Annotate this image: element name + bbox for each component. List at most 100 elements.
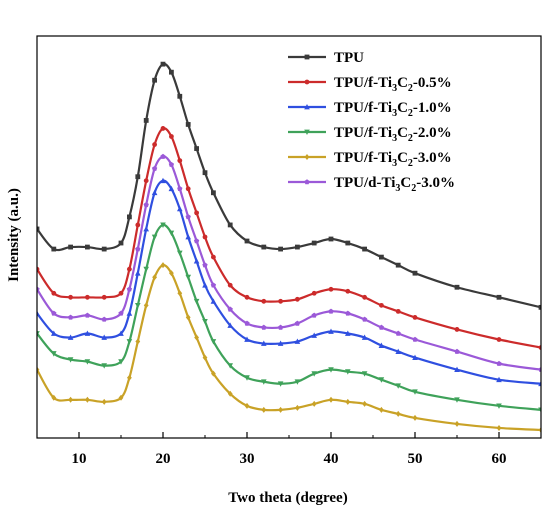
data-point-tpu-f-ti3c2-3-0 [345,399,350,405]
data-point-tpu [177,94,182,99]
data-point-tpu-d-ti3c2-3-0 [68,315,73,320]
data-point-tpu-f-ti3c2-3-0 [379,407,384,413]
x-tick-label: 30 [240,451,255,467]
plot-area [34,62,544,433]
legend-entry-tpu-f-ti3c2-0-5: TPU/f-Ti3​C2​-0.5% [288,75,452,94]
data-point-tpu-f-ti3c2-3-0 [245,403,250,409]
x-tick-label: 10 [72,451,87,467]
data-point-tpu-d-ti3c2-3-0 [312,313,317,318]
data-point-tpu-f-ti3c2-0-5 [203,235,208,240]
data-point-tpu-f-ti3c2-1-0 [127,310,133,315]
legend-entry-tpu-f-ti3c2-2-0: TPU/f-Ti3​C2​-2.0% [288,125,452,144]
data-point-tpu-f-ti3c2-0-5 [119,291,124,296]
data-point-tpu-f-ti3c2-3-0 [312,401,317,407]
data-point-tpu [51,247,56,252]
legend-label-tpu-d-ti3c2-3-0: TPU/d-Ti3​C2​-3.0% [334,175,455,194]
data-point-tpu-f-ti3c2-3-0 [396,411,401,417]
data-point-tpu [85,245,90,250]
x-axis-label: Two theta (degree) [228,490,347,506]
data-point-tpu [135,174,140,179]
data-point-tpu-f-ti3c2-3-0 [85,397,90,403]
data-point-tpu [345,241,350,246]
data-point-tpu-f-ti3c2-0-5 [497,337,502,342]
data-point-tpu [379,255,384,260]
legend-entry-tpu-f-ti3c2-3-0: TPU/f-Ti3​C2​-3.0% [288,150,452,169]
data-point-tpu [278,247,283,252]
data-point-tpu-d-ti3c2-3-0 [261,325,266,330]
data-point-tpu-f-ti3c2-0-5 [362,295,367,300]
data-point-tpu-f-ti3c2-3-0 [362,401,367,407]
data-point-tpu-f-ti3c2-0-5 [127,267,132,272]
data-point-tpu-f-ti3c2-0-5 [51,291,56,296]
data-point-tpu-f-ti3c2-0-5 [85,295,90,300]
data-point-tpu-f-ti3c2-1-0 [143,226,149,231]
data-point-tpu-d-ti3c2-3-0 [362,317,367,322]
legend-label-tpu-f-ti3c2-2-0: TPU/f-Ti3​C2​-2.0% [334,125,452,144]
legend-label-tpu: TPU [334,50,364,66]
data-point-tpu-f-ti3c2-1-0 [135,270,141,275]
data-point-tpu-d-ti3c2-3-0 [278,325,283,330]
legend-label-tpu-f-ti3c2-1-0: TPU/f-Ti3​C2​-1.0% [334,100,452,119]
data-point-tpu-d-ti3c2-3-0 [102,317,107,322]
legend-label-tpu-f-ti3c2-3-0: TPU/f-Ti3​C2​-3.0% [334,150,452,169]
data-point-tpu-f-ti3c2-0-5 [211,255,216,260]
data-point-tpu-f-ti3c2-2-0 [143,267,149,272]
data-point-tpu [455,285,460,290]
data-point-tpu [169,70,174,75]
data-point-tpu-f-ti3c2-0-5 [135,223,140,228]
data-point-tpu-f-ti3c2-1-0 [194,258,200,263]
data-point-tpu [102,247,107,252]
data-point-tpu [413,271,418,276]
plot-frame [37,36,541,438]
data-point-tpu [68,245,73,250]
data-point-tpu-f-ti3c2-0-5 [329,287,334,292]
data-point-tpu-d-ti3c2-3-0 [379,325,384,330]
data-point-tpu-d-ti3c2-3-0 [177,186,182,191]
axes: 10 20 30 40 50 60 [37,36,541,467]
data-point-tpu [127,215,132,220]
data-point-tpu-f-ti3c2-0-5 [68,295,73,300]
data-point-tpu [144,118,149,123]
data-point-tpu-f-ti3c2-0-5 [186,186,191,191]
data-point-tpu-f-ti3c2-3-0 [278,407,283,413]
data-point-tpu [329,237,334,242]
data-point-tpu-f-ti3c2-3-0 [68,397,73,403]
data-point-tpu-f-ti3c2-0-5 [169,134,174,139]
data-point-tpu-f-ti3c2-2-0 [127,339,133,344]
data-point-tpu-f-ti3c2-0-5 [295,297,300,302]
data-point-tpu-f-ti3c2-2-0 [185,275,191,280]
data-point-tpu-f-ti3c2-0-5 [144,178,149,183]
series-tpu [35,62,544,310]
data-point-tpu [261,245,266,250]
y-axis-label: Intensity (a.u.) [6,188,22,282]
data-point-tpu [245,239,250,244]
data-point-tpu-d-ti3c2-3-0 [127,286,132,291]
data-point-tpu-f-ti3c2-3-0 [102,399,107,405]
legend-entry-tpu: TPU [288,50,364,66]
data-point-tpu [211,190,216,195]
data-point-tpu [186,122,191,127]
data-point-tpu-d-ti3c2-3-0 [160,154,165,159]
data-point-tpu-d-ti3c2-3-0 [85,313,90,318]
series-line-tpu [37,64,541,307]
data-point-tpu-f-ti3c2-0-5 [261,299,266,304]
legend-swatch-marker [305,55,310,60]
x-tick-label: 40 [324,451,339,467]
data-point-tpu [203,170,208,175]
data-point-tpu-f-ti3c2-1-0 [185,234,191,239]
data-point-tpu-d-ti3c2-3-0 [412,337,417,342]
data-point-tpu-f-ti3c2-3-0 [455,421,460,427]
legend: TPU TPU/f-Ti3​C2​-0.5% TPU/f-Ti3​C2​-1.0% T… [288,50,455,194]
data-point-tpu-f-ti3c2-0-5 [102,295,107,300]
x-tick-label: 50 [408,451,423,467]
data-point-tpu-d-ti3c2-3-0 [496,361,501,366]
data-point-tpu-f-ti3c2-0-5 [396,309,401,314]
data-point-tpu [295,245,300,250]
data-point-tpu-f-ti3c2-0-5 [455,327,460,332]
data-point-tpu-f-ti3c2-2-0 [135,303,141,308]
series-tpu-f-ti3c2-3-0 [35,262,544,433]
data-point-tpu-f-ti3c2-3-0 [135,339,140,345]
data-point-tpu [362,247,367,252]
legend-label-tpu-f-ti3c2-0-5: TPU/f-Ti3​C2​-0.5% [334,75,452,94]
